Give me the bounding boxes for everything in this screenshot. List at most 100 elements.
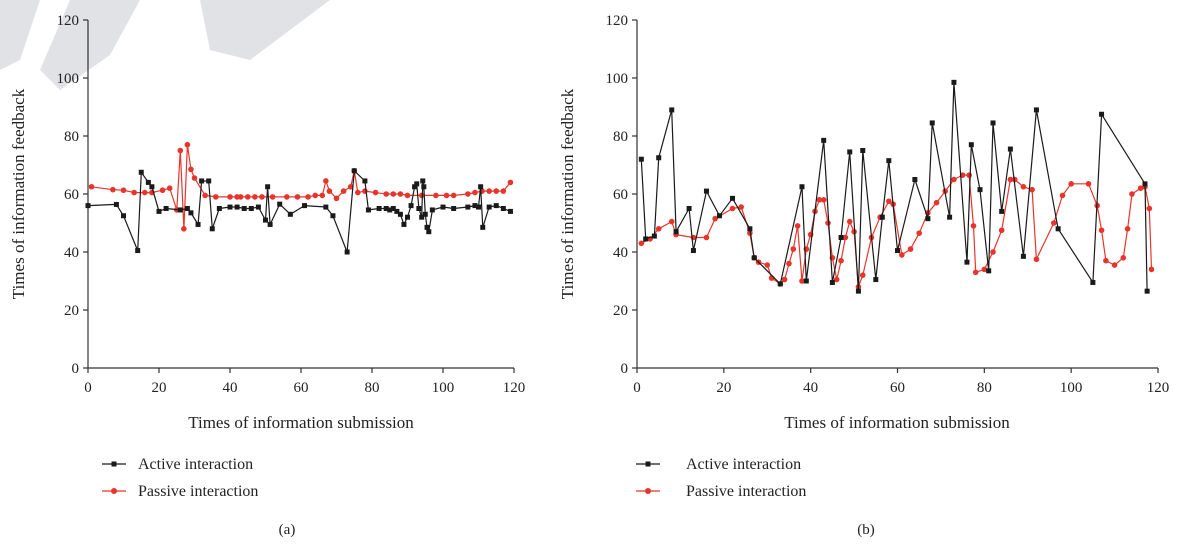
data-point-active [184, 206, 190, 211]
data-point-active [241, 206, 247, 211]
y-tick-label: 20 [613, 303, 628, 319]
data-point-active [999, 208, 1005, 214]
data-point-passive [383, 191, 390, 197]
data-point-active [1007, 146, 1013, 152]
data-point-active [912, 177, 918, 182]
panel-a-caption: (a) [279, 522, 296, 538]
data-point-passive [951, 176, 957, 183]
data-point-active [465, 204, 471, 210]
data-point-passive [294, 194, 301, 200]
series-line-active [87, 170, 511, 253]
data-point-passive [1146, 205, 1153, 212]
data-point-passive [1085, 181, 1092, 187]
x-tick-label: 80 [977, 380, 992, 396]
data-point-active [977, 187, 983, 193]
panel-a-y-ticks: 0 20 40 60 80 100 120 [57, 13, 88, 377]
series-points-passive [638, 172, 1155, 290]
data-point-active [886, 158, 892, 164]
y-tick-label: 40 [613, 245, 628, 261]
series-line-passive [641, 174, 1153, 288]
data-point-passive [933, 199, 940, 206]
data-point-active [1055, 226, 1061, 232]
data-point-passive [833, 276, 840, 283]
data-point-active [1033, 107, 1039, 113]
data-point-passive [418, 192, 425, 199]
data-point-active [416, 206, 422, 211]
panel-b-x-ticks: 0 20 40 60 80 100 120 [633, 368, 1169, 396]
panel-a-series-lines [85, 141, 514, 255]
data-point-passive [177, 147, 184, 154]
data-point-passive [1020, 183, 1027, 190]
data-point-passive [899, 252, 905, 258]
data-point-active [156, 208, 162, 214]
data-point-passive [390, 191, 397, 197]
data-point-active [480, 224, 486, 230]
data-point-active [234, 204, 240, 210]
data-point-active [656, 155, 662, 161]
data-point-passive [794, 223, 801, 229]
watermark-decoration [0, 0, 330, 90]
data-point-active [330, 213, 336, 219]
data-point-passive [655, 226, 662, 232]
x-tick-label: 120 [1147, 380, 1170, 396]
data-point-passive [166, 185, 173, 191]
data-point-active [419, 214, 425, 220]
data-point-passive [252, 194, 258, 200]
x-tick-label: 40 [803, 380, 818, 396]
data-point-active [855, 288, 861, 294]
data-point-active [206, 178, 212, 184]
panel-b-series-lines [638, 79, 1155, 294]
data-point-active [351, 168, 357, 174]
data-point-active [1020, 253, 1026, 259]
data-point-passive [820, 197, 827, 203]
data-point-passive [1007, 176, 1014, 183]
data-point-passive [269, 194, 276, 200]
data-point-active [747, 226, 753, 232]
x-tick-label: 0 [633, 380, 641, 396]
legend-label-passive: Passive interaction [138, 483, 258, 500]
x-tick-label: 100 [432, 380, 455, 396]
panel-b-axes [636, 20, 1158, 369]
data-point-passive [1068, 181, 1074, 187]
legend-marker-passive [645, 488, 651, 494]
data-point-passive [970, 223, 977, 229]
data-point-active [421, 184, 427, 190]
data-point-active [227, 204, 233, 210]
data-point-active [964, 259, 970, 265]
data-point-passive [259, 194, 265, 200]
data-point-active [387, 207, 393, 213]
data-point-active [138, 169, 144, 175]
data-point-passive [184, 141, 191, 148]
data-point-active [365, 207, 371, 213]
data-point-passive [703, 234, 710, 241]
data-point-passive [846, 218, 853, 225]
legend-marker-passive [111, 488, 117, 494]
data-point-passive [131, 189, 137, 196]
data-point-passive [799, 278, 805, 284]
data-point-passive [1029, 186, 1035, 193]
data-point-active [703, 188, 709, 194]
y-tick-label: 40 [64, 245, 79, 261]
data-point-active [669, 107, 675, 113]
data-point-passive [966, 172, 972, 178]
data-point-passive [1120, 254, 1127, 261]
data-point-active [1144, 288, 1150, 294]
data-point-passive [340, 188, 347, 194]
legend-marker-active [111, 461, 117, 467]
data-point-passive [712, 215, 718, 222]
data-point-active [638, 156, 644, 162]
data-point-passive [1103, 257, 1109, 264]
data-point-active [478, 184, 484, 190]
data-point-active [412, 184, 418, 190]
data-point-active [323, 204, 329, 210]
x-tick-label: 20 [152, 380, 167, 396]
data-point-active [686, 206, 692, 211]
data-point-passive [120, 187, 127, 194]
panel-a-legend: Active interaction Passive interaction [102, 456, 258, 500]
data-point-passive [319, 192, 326, 199]
data-point-passive [486, 188, 492, 194]
data-point-active [690, 248, 696, 254]
data-point-passive [213, 194, 219, 200]
data-point-passive [786, 260, 792, 267]
